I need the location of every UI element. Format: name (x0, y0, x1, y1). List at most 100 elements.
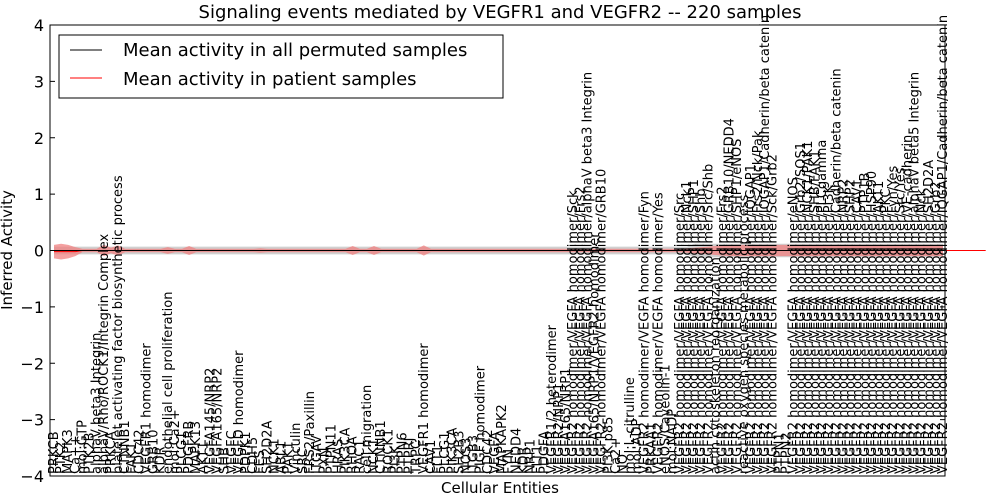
series-lines (54, 250, 986, 253)
x-tick-label: VEGFR2 homodimer/VEGFA homodimer/CAV1 (851, 179, 866, 474)
x-tick-label: NO (616, 454, 631, 474)
x-tick-label: CDC42 (132, 429, 147, 474)
x-tick-label: PTPN11 (324, 424, 339, 474)
x-tick-label: PDPK1 (239, 432, 254, 475)
x-tick-label: PIGF homodimer (474, 365, 489, 474)
x-tick-label: VEGFR2 homodimer/VEGFA homodimer/Yes (652, 192, 667, 474)
x-tick-label: VEGFR2 homodimer/VEGFA homodimer/IQGAP1 (744, 164, 759, 474)
x-tick-label: VEGFR2 homodimer/VEGFA homodimer/Frs2 (573, 186, 588, 474)
x-tick-label: PI3K (388, 445, 403, 474)
x-tick-label: FES (253, 450, 268, 474)
x-tick-label: VEGFR2 homodimer/VEGFA homodimer/Sck/Grb… (765, 154, 780, 474)
y-tick-label: 4 (34, 16, 44, 35)
x-tick-label: RAC1 (353, 439, 368, 474)
x-tick-label: PTPN1 (772, 432, 787, 474)
x-tick-label: PIK3CA (339, 427, 354, 474)
x-tick-label: VEGFA (488, 432, 503, 474)
x-tick-label: VEGFR2 homodimer/VEGFA homodimer/PKC (879, 189, 894, 474)
x-tick-label: VEGFA165/NRP2 (211, 368, 226, 474)
x-tick-label: PRKCB (47, 431, 62, 474)
x-tick-label: VEGFR2 homodimer/VEGFA homodimer/SHP2 (844, 179, 859, 474)
x-tick-label: NRP1 (524, 439, 539, 474)
x-tick-label: VEGFR2 homodimer/VEGFA homodimer/SHP1 (687, 179, 702, 474)
x-tick-label: ABL1 (275, 441, 290, 474)
x-tick-label: VEGFR1 homodimer (140, 343, 155, 474)
x-tick-label: VEGFR2 homodimer/VEGFA homodimer/PLCgamm… (815, 140, 830, 474)
x-tick-label: alphaV/Rho/ROCK1/Integrin Complex (97, 233, 112, 474)
x-tick-label: PI3K p85 (602, 417, 617, 474)
x-tick-label: VEGFR2 homodimer/VEGFA homodimer/Nck1 (680, 181, 695, 474)
x-tick-label: PTPRJ (403, 438, 418, 475)
x-tick-label: VEGFR2 homodimer/VEGFA homodimer/Frs2 (716, 186, 731, 474)
x-tick-label: GRB10 (147, 429, 162, 474)
x-tick-label: mol:NADP (666, 409, 681, 474)
y-tick-label: −3 (20, 411, 44, 430)
x-tick-label: VEGFR2 homodimer/VEGFA homodimer/SHP1/eN… (730, 139, 745, 474)
x-tick-label: PTPN6 (396, 432, 411, 474)
x-tick-label: CDH5 (246, 437, 261, 474)
x-tick-label: endothelial cell proliferation (161, 292, 176, 475)
x-tick-label: VEGFR1 homodimer (417, 343, 432, 474)
x-tick-label: VEGFR2 homodimer/VEGFA homodimer/alphaV … (580, 72, 595, 474)
x-tick-label: CDC42 (481, 429, 496, 474)
y-axis-label: Inferred Activity (0, 190, 16, 310)
x-tick-label: Vinculin (289, 423, 304, 474)
x-tick-label: SH2D2A (260, 420, 275, 474)
x-tick-label: reactive oxygen species metabolic proces… (737, 194, 752, 474)
x-tick-label: CTNNB1 (374, 420, 389, 474)
x-tick-label: SHB (218, 447, 233, 474)
x-tick-label: FLT1 (431, 445, 446, 474)
x-tick-label: PDGFRB (182, 421, 197, 474)
x-tick-label: NCK1 (367, 438, 382, 474)
x-tick-label: PIK3CA (445, 427, 460, 474)
x-tick-label: VEGFR2 homodimer/VEGFA homodimer/SH2D2A (922, 160, 937, 474)
x-tick-label: FRS2/Paxillin (303, 391, 318, 474)
x-tick-label: RHOA (346, 436, 361, 474)
legend-label-patient: Mean activity in patient samples (123, 69, 417, 90)
x-tick-label: VEGFR2/NRP1 (552, 383, 567, 474)
legend: Mean activity in all permuted samples Me… (58, 34, 504, 99)
chart-title: Signaling events mediated by VEGFR1 and … (199, 2, 802, 23)
x-tick-label: TRPC (410, 440, 425, 475)
x-tick-label: cell migration (360, 385, 375, 474)
x-axis-label: Cellular Entities (441, 479, 559, 497)
x-tick-label: CAV1 (424, 440, 439, 474)
x-tick-label: AKT1 (196, 441, 211, 474)
x-tick-label: VEGFR2 homodimer/VEGFA homodimer/Grb2 (929, 181, 944, 474)
x-tick-label: eNOS/Caveolin-1 (659, 364, 674, 474)
x-tick-label: VEGFA165/NRP1/VEGFR2 homodimer (588, 232, 603, 474)
y-tick-label: 1 (34, 185, 44, 204)
x-tick-label: VEGFR2 homodimer/VEGFA homodimer/Sck (566, 190, 581, 474)
x-tick-label: VEGFR2 homodimer/VEGFA homodimer/Src/Yes (893, 167, 908, 474)
x-tick-label: KDR (154, 446, 169, 474)
x-tick-label: PTPN2 (780, 432, 795, 474)
x-tick-label: VEGFR2 homodimer/VEGFA homodimer/PI3K (822, 184, 837, 474)
x-tick-label: SH2B3 (452, 431, 467, 475)
x-tick-label: FAK1 (125, 442, 140, 474)
x-tick-label: NOS3 (460, 438, 475, 474)
x-tick-label: PDGFA (538, 431, 553, 474)
x-tick-label: ITGAV (310, 435, 325, 474)
x-tick-label: CTNNB1 (118, 420, 133, 474)
x-tick-label: VEGFR2 homodimer/VEGFA homodimer/Src (673, 193, 688, 474)
x-tick-label: PTK2 (54, 441, 69, 474)
y-axis: −4 −3 −2 −1 0 1 2 3 4 (20, 16, 945, 486)
x-tick-label: VEGFR2 homodimer/VEGFA homodimer/Cadheri… (829, 68, 844, 474)
x-tick-label: VEGFR2 homodimer/VEGFA homodimer/Fyn (637, 191, 652, 474)
x-tick-label: VEGFR2 homodimer/VEGFA homodimer/GRB10 (595, 169, 610, 474)
y-tick-label: −4 (20, 467, 44, 486)
x-tick-label: VEGFR2 homodimer/VEGFA homodimer/PTP1B (858, 172, 873, 474)
x-tick-label: VEGFR2 homodimer/VEGFA homodimer/eNOS (787, 177, 802, 474)
x-tick-label: PLCG1 (438, 431, 453, 474)
x-tick-label: PAK1 (282, 441, 297, 474)
x-tick-label: Ca++ (68, 435, 83, 474)
x-tick-label: MAPKAPK2 (495, 404, 510, 474)
x-tick-label: VEGFR1/2 heterodimer (545, 324, 560, 474)
x-tick-label: mol:Ca2+ (168, 409, 183, 474)
x-tick-label: VEGFR2 homodimer/VEGFA homodimer/SHB/FAK… (808, 150, 823, 474)
y-tick-label: 0 (34, 242, 44, 261)
x-tick-label: VEGFR2 homodimer/VEGFA homodimer/Frs2/Nc… (751, 130, 766, 474)
x-tick-label: Ca2+ (609, 438, 624, 474)
